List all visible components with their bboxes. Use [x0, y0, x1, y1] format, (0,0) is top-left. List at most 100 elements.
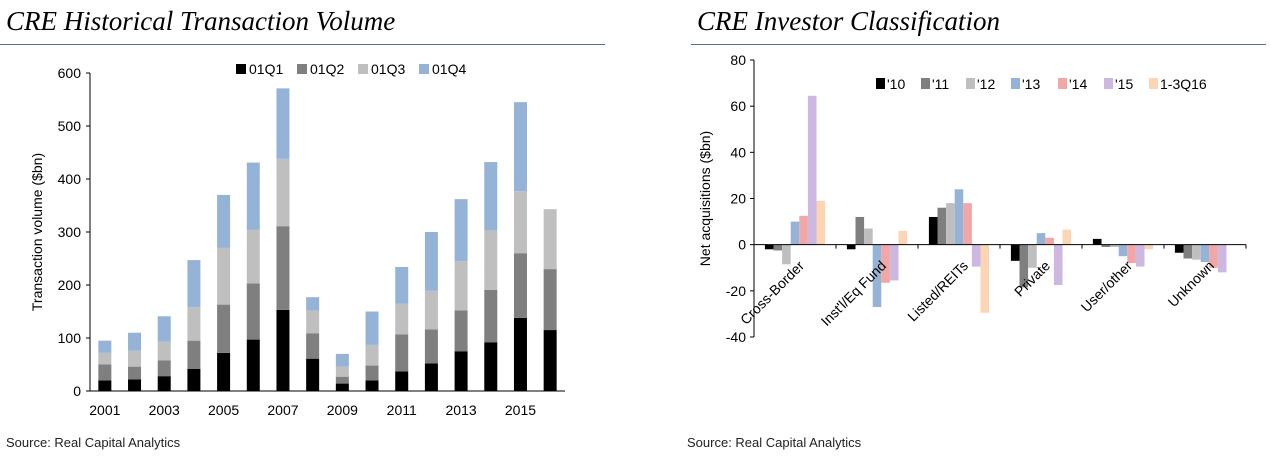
legend-label: '15: [1115, 76, 1133, 92]
legend-swatch: [297, 64, 307, 74]
x-tick-label: 2007: [267, 402, 298, 418]
legend-swatch: [876, 78, 885, 89]
bar: [889, 244, 899, 281]
bar-segment: [306, 358, 320, 391]
bar-segment: [365, 311, 379, 345]
bar: [971, 244, 981, 267]
bar: [864, 228, 873, 245]
bar-segment: [454, 310, 468, 352]
bar-segment: [157, 341, 171, 361]
bar: [1144, 244, 1154, 250]
x-tick-label: 2013: [446, 402, 477, 418]
y-tick-label: 20: [730, 191, 746, 207]
bar-segment: [187, 307, 201, 341]
title-underline: [0, 44, 605, 45]
bar-segment: [484, 162, 498, 231]
bar: [790, 221, 800, 245]
x-tick-label: 2009: [327, 402, 358, 418]
bar-segment: [454, 261, 468, 311]
legend-swatch: [358, 64, 368, 74]
y-tick-label: -40: [726, 329, 746, 345]
y-axis-label: Transaction volume ($bn): [29, 153, 45, 311]
bar: [1092, 238, 1102, 245]
investor-classification-chart: -40 -20 0 20 40 60 80 Net acquisitions ($bn) Cro…: [697, 52, 1247, 345]
bar-segment: [513, 102, 527, 192]
y-tick-label: 80: [730, 52, 746, 68]
x-tick-label: Unknown: [1165, 257, 1218, 310]
bar-segment: [395, 371, 409, 391]
bar: [1019, 244, 1029, 288]
bar: [816, 200, 826, 245]
y-tick-label: 60: [730, 98, 746, 114]
bar: [1045, 237, 1054, 245]
bar-segment: [276, 158, 290, 227]
legend-label: 01Q2: [310, 61, 344, 77]
bar: [1028, 244, 1037, 268]
bar-segment: [217, 247, 231, 305]
transaction-volume-panel: CRE Historical Transaction Volume 0 100 20…: [0, 0, 615, 460]
source-note: Source: Real Capital Analytics: [687, 435, 862, 450]
bar: [937, 207, 947, 245]
legend-label: '14: [1069, 76, 1087, 92]
bar-segment: [335, 376, 349, 384]
y-tick-label: 40: [730, 144, 746, 160]
bar-segment: [543, 209, 557, 270]
bar-segment: [98, 380, 112, 391]
bar-segment: [365, 380, 379, 391]
legend-label: 01Q3: [371, 61, 405, 77]
y-axis-label: Net acquisitions ($bn): [697, 131, 713, 266]
bar-segment: [365, 344, 379, 366]
bar: [1062, 229, 1072, 245]
bar: [855, 216, 865, 245]
bar: [799, 215, 808, 245]
bar: [764, 244, 774, 250]
bar-segment: [276, 226, 290, 310]
bar-segment: [246, 162, 260, 230]
bar-segment: [365, 365, 379, 381]
legend-label: 01Q1: [249, 61, 283, 77]
bar: [1101, 244, 1111, 247]
title-underline: [691, 44, 1266, 45]
legend-swatch: [921, 78, 930, 89]
bar-segment: [217, 194, 231, 248]
legend-label: 1-3Q16: [1160, 76, 1207, 92]
x-tick-label: User/other: [1078, 257, 1136, 315]
legend-swatch: [966, 78, 975, 89]
bar-segment: [157, 360, 171, 377]
bar: [1209, 244, 1218, 268]
bar: [1135, 244, 1145, 267]
bar: [946, 203, 955, 245]
bar: [1183, 244, 1193, 259]
legend-swatch: [1149, 78, 1158, 89]
bar-segment: [98, 352, 112, 365]
x-tick-label: Listed/REITs: [904, 257, 971, 324]
bar-segment: [246, 229, 260, 284]
bar: [1118, 244, 1128, 257]
transaction-volume-title: CRE Historical Transaction Volume: [6, 6, 396, 36]
bar: [1036, 233, 1046, 245]
y-tick-label: 200: [58, 277, 82, 293]
transaction-volume-chart: 0 100 200 300 400 500 600 Transaction volume ($…: [29, 61, 565, 418]
bar: [1110, 244, 1119, 247]
bar-segment: [395, 303, 409, 335]
x-tick-label: 2015: [505, 402, 536, 418]
bar: [1010, 244, 1020, 261]
bar: [782, 244, 791, 265]
bar: [1192, 244, 1201, 260]
legend-label: '12: [977, 76, 995, 92]
bar-segment: [187, 340, 201, 369]
bar-segment: [98, 364, 112, 381]
bar-segment: [424, 329, 438, 364]
legend-swatch: [1058, 78, 1067, 89]
bar-segment: [543, 269, 557, 331]
bar-segment: [335, 366, 349, 377]
bar-segment: [484, 289, 498, 343]
bar-segment: [157, 376, 171, 391]
bar: [898, 230, 908, 245]
x-tick-label: 2001: [89, 402, 120, 418]
y-tick-label: 600: [58, 65, 82, 81]
bar-segment: [128, 379, 142, 391]
x-tick-label: Cross-Border: [737, 257, 807, 327]
x-tick-label: 2011: [387, 402, 417, 418]
bar-segment: [276, 309, 290, 391]
